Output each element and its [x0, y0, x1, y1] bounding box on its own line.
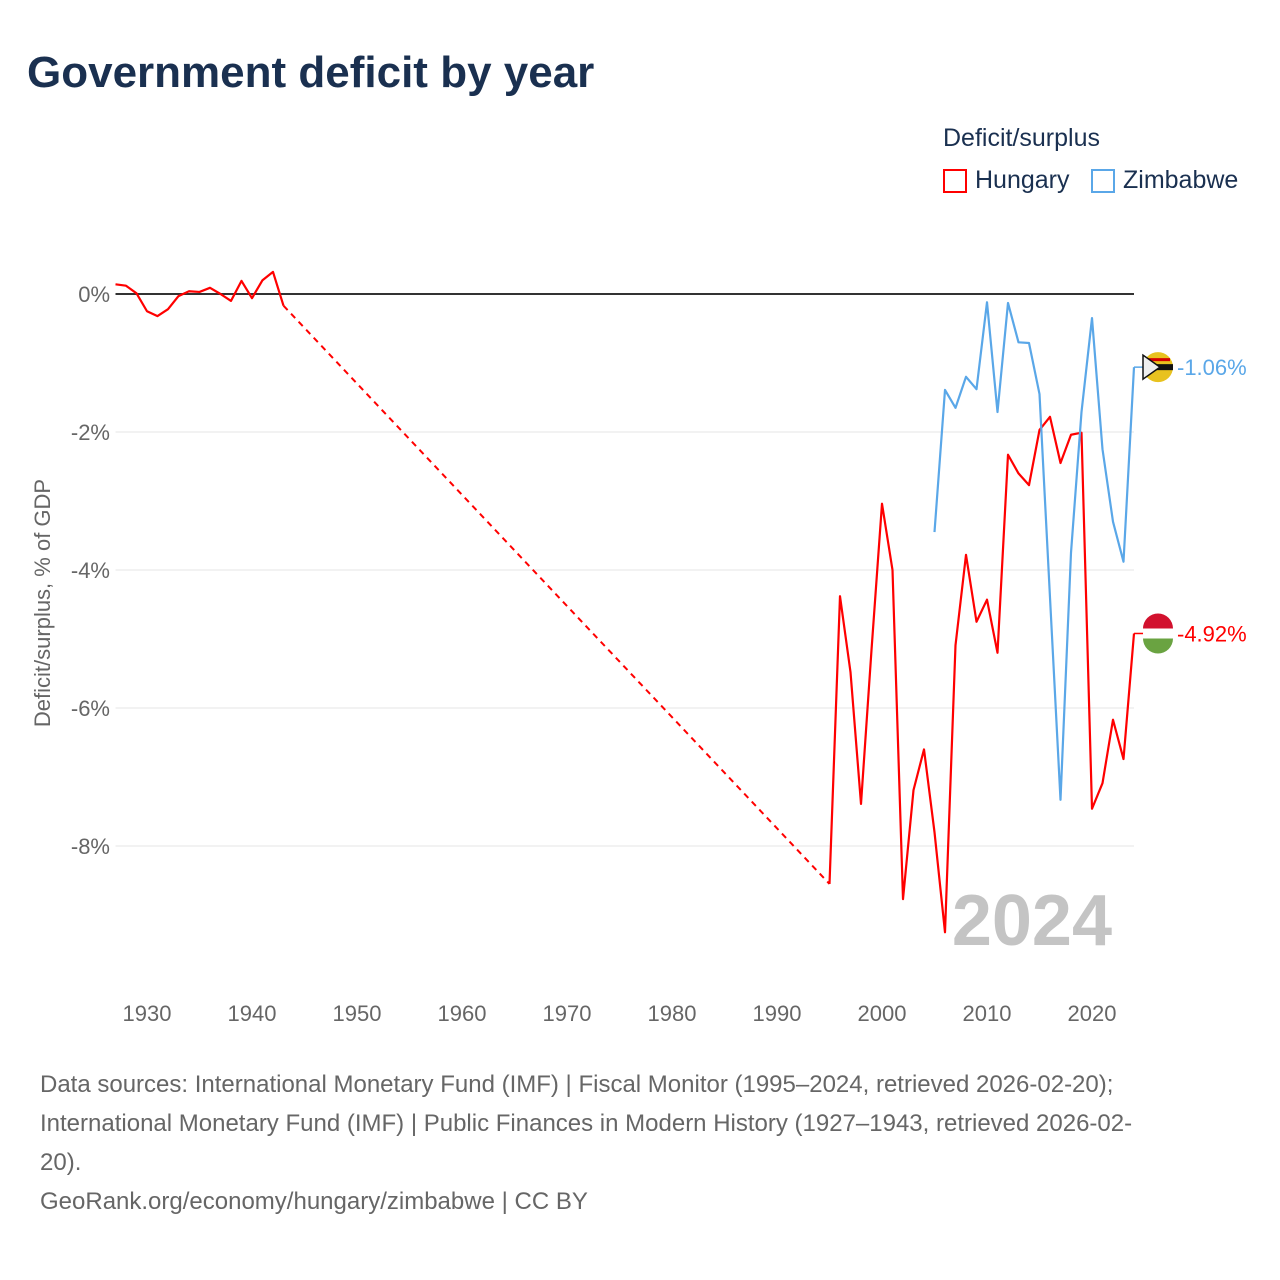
- flag-stripe: [1146, 358, 1170, 362]
- source-line-1: Data sources: International Monetary Fun…: [40, 1071, 1114, 1098]
- end-value-label: -4.92%: [1177, 621, 1247, 646]
- series-gap-line: [282, 305, 831, 885]
- legend-title: Deficit/surplus: [943, 124, 1100, 152]
- y-tick-label: 0%: [78, 282, 110, 307]
- series-line-hungary: [828, 415, 1136, 934]
- legend-label: Hungary: [975, 166, 1070, 194]
- y-axis-label: Deficit/surplus, % of GDP: [30, 479, 55, 727]
- series-line-zimbabwe: [933, 301, 1136, 801]
- x-tick-label: 2000: [858, 1001, 907, 1026]
- flag-stripe: [1143, 638, 1173, 654]
- end-value-label: -1.06%: [1177, 355, 1247, 380]
- chart-title: Government deficit by year: [27, 48, 595, 97]
- source-line-2: International Monetary Fund (IMF) | Publ…: [40, 1110, 1133, 1137]
- legend-item-zimbabwe[interactable]: Zimbabwe: [1091, 166, 1238, 195]
- x-tick-label: 2020: [1068, 1001, 1117, 1026]
- x-tick-label: 1970: [543, 1001, 592, 1026]
- y-tick-label: -4%: [71, 558, 110, 583]
- source-line-3: 20).: [40, 1149, 82, 1176]
- attribution-link[interactable]: GeoRank.org/economy/hungary/zimbabwe | C…: [40, 1188, 588, 1215]
- x-tick-label: 1960: [438, 1001, 487, 1026]
- x-tick-label: 1940: [228, 1001, 277, 1026]
- legend-swatch: [943, 168, 967, 193]
- x-tick-label: 1930: [123, 1001, 172, 1026]
- x-tick-label: 1980: [648, 1001, 697, 1026]
- y-tick-label: -6%: [71, 696, 110, 721]
- x-tick-label: 2010: [963, 1001, 1012, 1026]
- legend-label: Zimbabwe: [1123, 166, 1239, 194]
- legend-item-hungary[interactable]: Hungary: [943, 166, 1070, 195]
- x-tick-label: 1990: [753, 1001, 802, 1026]
- x-tick-label: 1950: [333, 1001, 382, 1026]
- flag-stripe: [1143, 613, 1173, 629]
- y-tick-label: -8%: [71, 834, 110, 859]
- y-tick-label: -2%: [71, 420, 110, 445]
- series-line-hungary: [115, 270, 285, 318]
- year-watermark: 2024: [952, 881, 1112, 961]
- legend-swatch: [1091, 168, 1115, 193]
- flag-triangle: [1142, 353, 1162, 381]
